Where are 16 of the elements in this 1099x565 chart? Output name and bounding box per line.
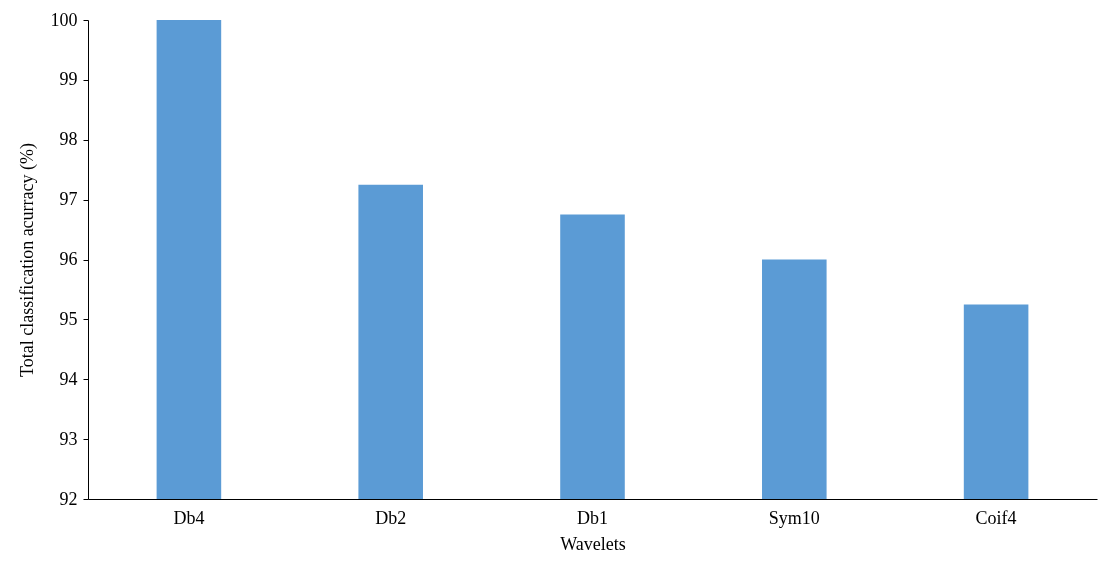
y-tick-label: 93 [59, 428, 78, 449]
y-tick-label: 92 [59, 488, 78, 509]
x-tick-label: Db2 [375, 507, 407, 528]
y-tick-label: 96 [59, 249, 78, 269]
y-axis-title: Total classification acurracy (%) [16, 142, 38, 378]
x-tick-label: Coif4 [975, 507, 1017, 528]
y-tick-label: 95 [59, 308, 78, 329]
y-tick-label: 94 [59, 368, 78, 389]
y-tick-label: 99 [59, 69, 78, 90]
x-tick-label: Sym10 [768, 507, 820, 528]
x-axis-title: Wavelets [560, 533, 626, 554]
y-tick-label: 100 [50, 9, 78, 30]
x-tick-label: Db1 [577, 507, 608, 528]
y-tick-label: 97 [59, 189, 78, 210]
x-tick-label: Db4 [173, 507, 205, 528]
y-tick-label: 98 [59, 129, 78, 150]
